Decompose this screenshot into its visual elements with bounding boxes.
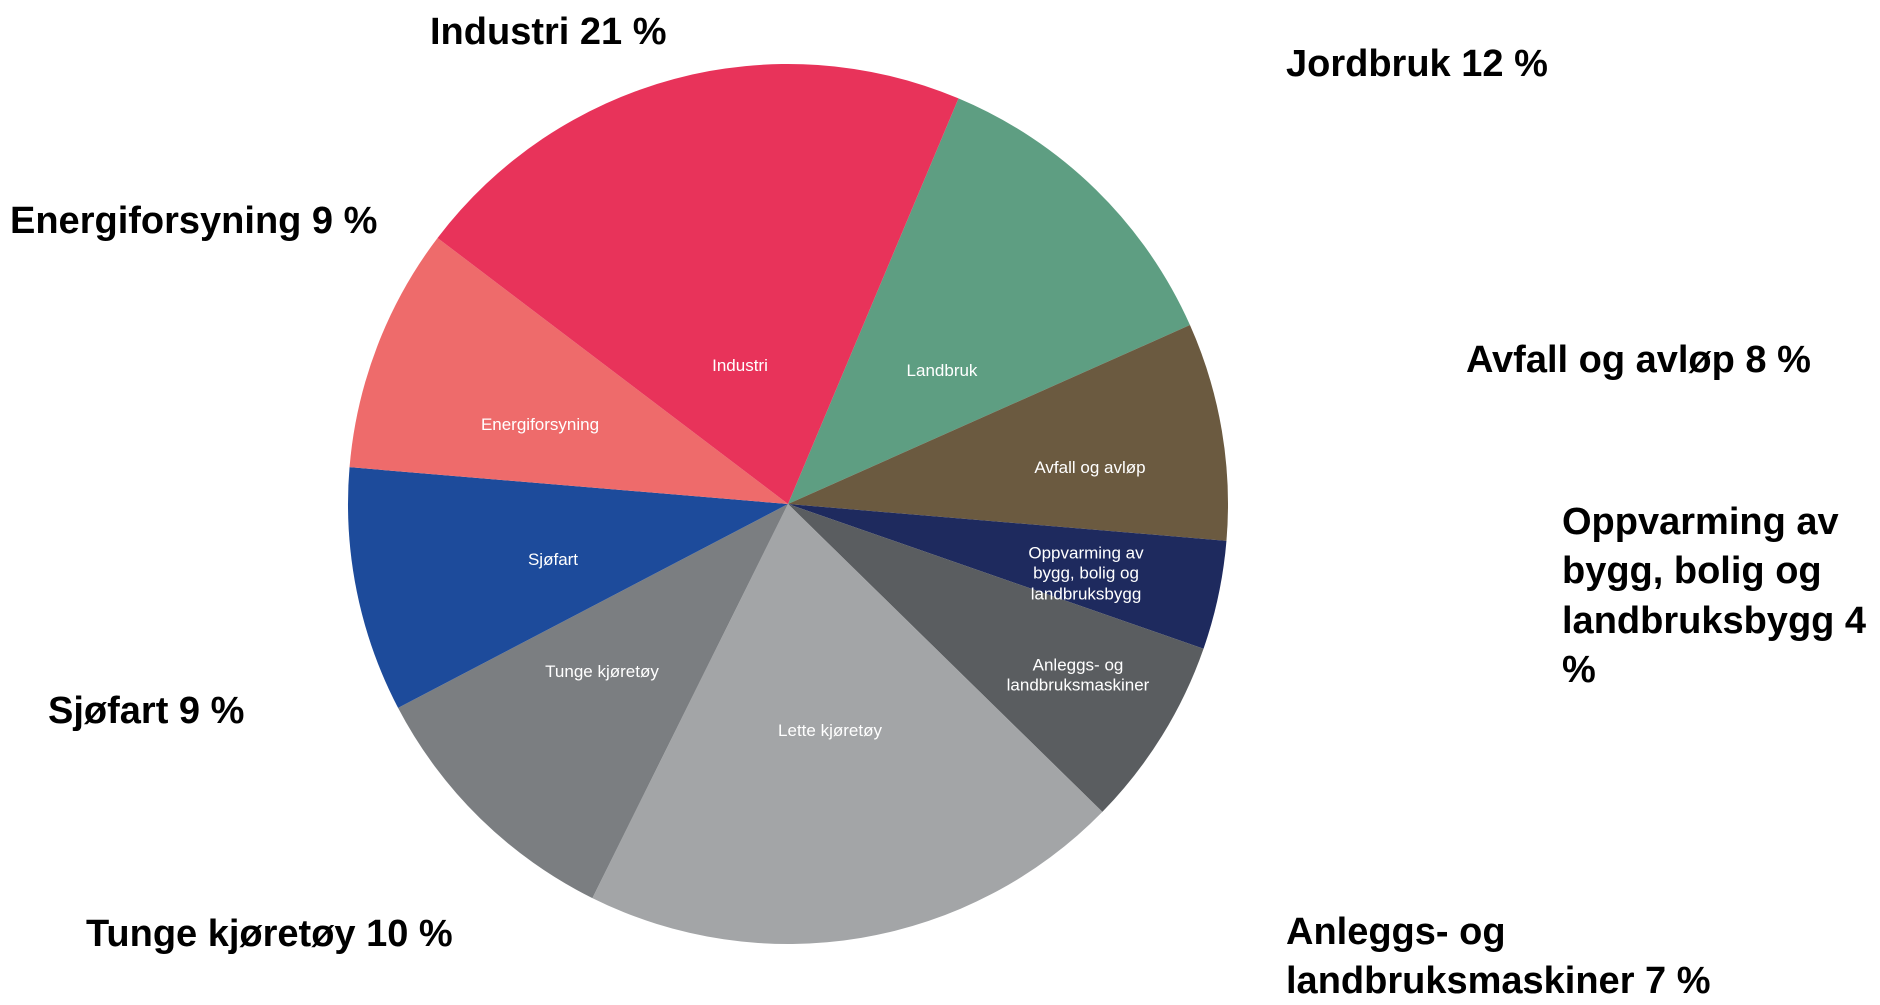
slice-label: Anleggs- og landbruksmaskiner — [993, 656, 1163, 697]
page: Landbruk Jordbruk 12 % Avfall og avløp Avfa… — [0, 0, 1880, 1005]
slice-label: Landbruk — [882, 361, 1002, 381]
value-label: Anleggs- og landbruksmaskiner 7 % — [1286, 908, 1776, 1005]
value-label: Industri 21 % — [430, 8, 667, 57]
value-label: Tunge kjøretøy 10 % — [86, 910, 453, 959]
value-label: Jordbruk 12 % — [1286, 40, 1548, 89]
slice-label: Sjøfart — [503, 550, 603, 570]
slice-label: Tunge kjøretøy — [522, 662, 682, 682]
slice-label: Oppvarming av bygg, bolig og landbruksby… — [1011, 543, 1161, 604]
slice-label: Industri — [690, 356, 790, 376]
slice-label: Lette kjøretøy — [755, 721, 905, 741]
slice-label: Energiforsyning — [460, 415, 620, 435]
value-label: Avfall og avløp 8 % — [1466, 336, 1811, 385]
slice-label: Avfall og avløp — [1010, 458, 1170, 478]
value-label: Oppvarming av bygg, bolig og landbruksby… — [1562, 498, 1874, 696]
value-label: Sjøfart 9 % — [48, 687, 244, 736]
value-label: Energiforsyning 9 % — [10, 197, 377, 246]
